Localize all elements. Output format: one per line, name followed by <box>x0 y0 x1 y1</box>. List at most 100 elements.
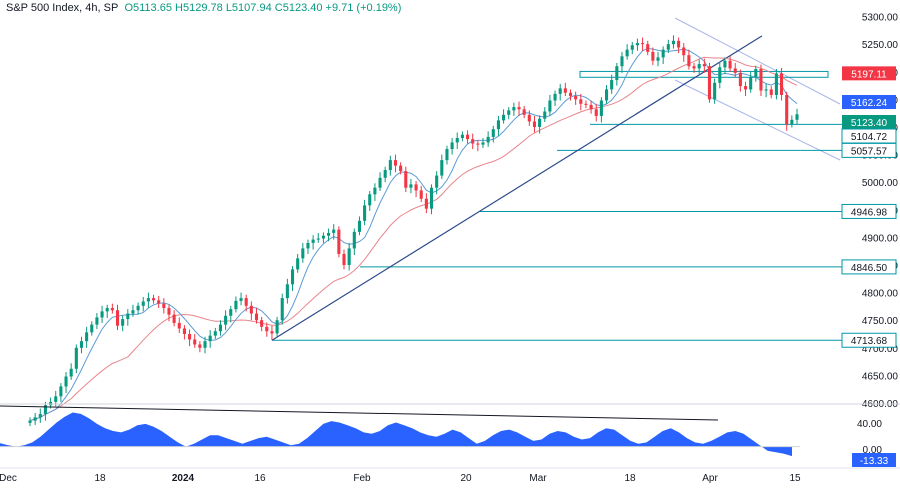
price-tag-box <box>841 203 897 219</box>
candle-body <box>785 94 789 125</box>
price-tag-label: 5057.57 <box>851 146 888 157</box>
candle-body <box>234 300 238 310</box>
candle-body <box>54 396 58 402</box>
chart-header: S&P 500 Index, 4h, SP O5113.65 H5129.78 … <box>6 2 401 14</box>
candle-body <box>357 220 361 232</box>
candle-body <box>33 417 37 421</box>
candle-body <box>74 347 78 369</box>
low-value: L5107.94 <box>225 2 272 14</box>
candle-body <box>280 298 284 321</box>
channel-lower-line <box>674 79 841 161</box>
price-tag-box <box>842 115 896 129</box>
time-axis-label: 18 <box>624 473 636 484</box>
candle-body <box>589 104 593 110</box>
candle-body <box>270 331 274 334</box>
price-tag-label: 4946.98 <box>851 207 888 218</box>
candle-body <box>141 301 145 306</box>
time-axis-label: 16 <box>254 473 266 484</box>
candle-body <box>399 165 403 172</box>
price-tick-label: 4750.00 <box>862 316 899 327</box>
time-axis-label: Mar <box>529 473 547 484</box>
time-axis-label: 20 <box>460 473 472 484</box>
candle-body <box>429 187 434 209</box>
candle-body <box>64 376 68 387</box>
candle-body <box>208 335 212 342</box>
oscillator-area <box>0 412 792 457</box>
candle-body <box>151 298 156 301</box>
candle-body <box>306 242 310 249</box>
candle-body <box>177 322 181 329</box>
candle-body <box>713 82 717 100</box>
candle-body <box>254 313 259 321</box>
candle-body <box>419 190 423 199</box>
price-tag-label: 5123.40 <box>851 118 888 129</box>
candle-body <box>213 331 217 336</box>
time-axis-label: Feb <box>353 473 371 484</box>
candle-body <box>563 88 567 93</box>
candle-body <box>656 57 660 61</box>
oscillator-trendline <box>0 405 719 421</box>
candle-body <box>630 45 634 50</box>
candle-body <box>718 67 722 83</box>
candle-body <box>435 175 439 188</box>
candle-body <box>38 414 42 418</box>
candle-body <box>311 239 315 243</box>
oscillator-value-tag <box>852 453 896 467</box>
candle-body <box>59 386 63 397</box>
candle-body <box>795 114 799 120</box>
candle-body <box>378 177 382 188</box>
candle-body <box>172 314 176 323</box>
candle-body <box>466 134 470 140</box>
candle-body <box>455 138 459 143</box>
candle-body <box>774 73 778 95</box>
candle-body <box>445 149 449 161</box>
time-axis-label: 2024 <box>172 473 195 484</box>
candle-body <box>728 60 732 69</box>
candle-body <box>584 103 588 105</box>
candle-body <box>604 89 609 101</box>
candle-body <box>517 107 521 110</box>
candle-body <box>188 333 192 340</box>
price-tick-label: 5300.00 <box>862 13 899 24</box>
candle-body <box>780 73 784 95</box>
candle-body <box>759 69 763 91</box>
candle-body <box>352 231 356 249</box>
candle-body <box>224 315 228 325</box>
candle-body <box>558 88 562 94</box>
candle-body <box>738 72 742 87</box>
candle-body <box>538 118 542 127</box>
candle-body <box>388 160 392 171</box>
candle-body <box>337 229 341 254</box>
high-value: H5129.78 <box>175 2 223 14</box>
time-axis-label: 18 <box>94 473 106 484</box>
candle-body <box>702 64 706 67</box>
price-tick-label: 4900.00 <box>862 233 899 244</box>
candle-body <box>733 68 737 73</box>
candle-body <box>682 47 686 56</box>
candle-body <box>167 308 171 315</box>
candle-body <box>327 232 331 236</box>
candle-body <box>373 187 377 195</box>
close-value: C5123.40 <box>274 2 323 14</box>
candle-body <box>481 142 485 145</box>
candle-body <box>244 298 248 306</box>
price-tag-box <box>842 95 896 109</box>
candle-body <box>574 96 578 100</box>
price-tick-label: 5000.00 <box>862 178 899 189</box>
candle-body <box>162 303 166 309</box>
candle-body <box>136 305 140 311</box>
candle-body <box>651 51 655 61</box>
candle-body <box>625 49 629 57</box>
candle-body <box>115 310 120 326</box>
candle-body <box>95 317 99 325</box>
candle-body <box>321 235 325 239</box>
candle-body <box>496 120 500 130</box>
candle-body <box>218 324 223 332</box>
oscillator-value-label: -13.33 <box>860 456 889 467</box>
candle-body <box>85 332 89 342</box>
time-axis-label: 15 <box>789 473 801 484</box>
oscillator-tick-label: 40.00 <box>857 419 882 430</box>
candle-body <box>553 93 557 101</box>
